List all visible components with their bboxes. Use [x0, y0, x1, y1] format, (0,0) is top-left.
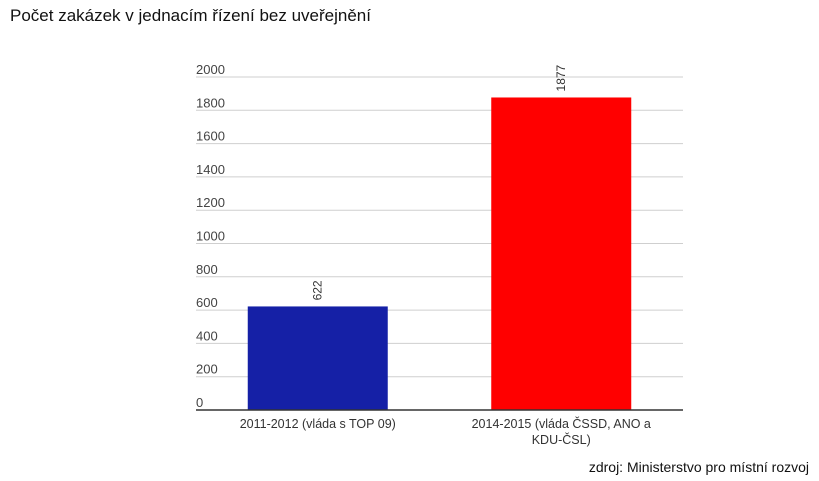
y-tick-label: 1800	[196, 95, 225, 110]
y-tick-label: 2000	[196, 62, 225, 77]
y-tick-label: 400	[196, 328, 218, 343]
bar	[247, 306, 388, 410]
y-tick-label: 1400	[196, 162, 225, 177]
source-note: zdroj: Ministerstvo pro místní rozvoj	[588, 459, 809, 475]
chart-title: Počet zakázek v jednacím řízení bez uveř…	[10, 6, 371, 25]
y-tick-label: 1000	[196, 229, 225, 244]
x-category-label: KDU-ČSL)	[532, 432, 591, 447]
data-label: 1877	[554, 64, 568, 91]
y-tick-label: 1200	[196, 195, 225, 210]
x-category-label: 2014-2015 (vláda ČSSD, ANO a	[472, 416, 651, 431]
y-tick-label: 200	[196, 362, 218, 377]
y-tick-label: 600	[196, 295, 218, 310]
y-tick-label: 800	[196, 262, 218, 277]
y-tick-label: 1600	[196, 129, 225, 144]
bar	[491, 97, 632, 411]
y-tick-label: 0	[196, 395, 203, 410]
data-label: 622	[311, 280, 325, 300]
x-category-label: 2011-2012 (vláda s TOP 09)	[240, 417, 396, 431]
